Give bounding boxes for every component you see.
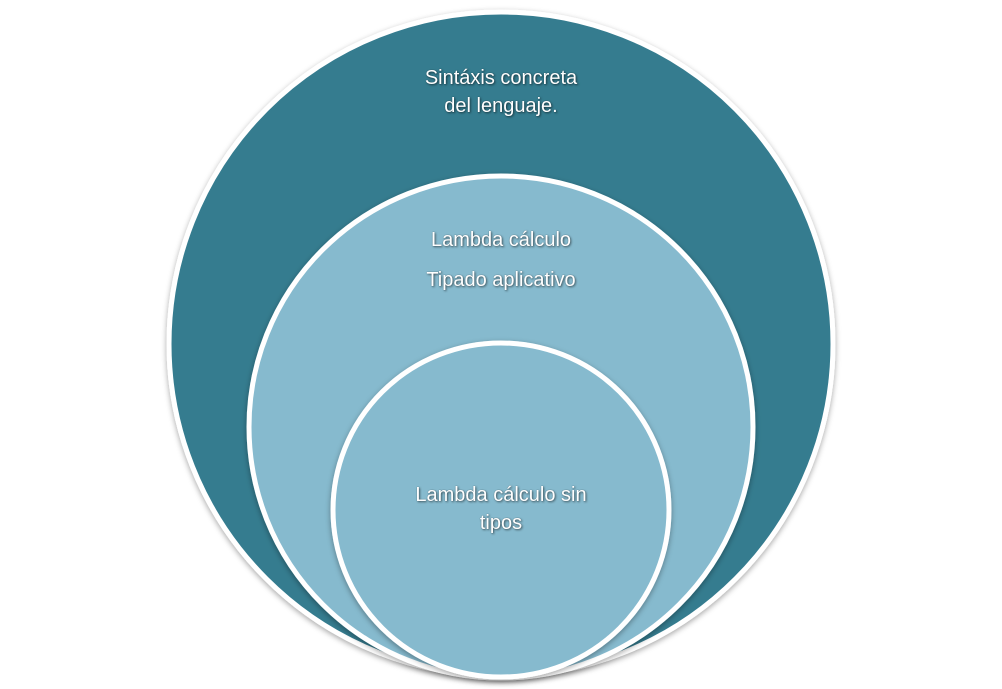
inner-label-line1: Lambda cálculo sin (415, 484, 587, 506)
outer-label-line1: Sintáxis concreta (424, 67, 578, 89)
inner-circle-label: Lambda cálculo sin tipos (366, 481, 636, 537)
inner-label-line2: tipos (479, 512, 523, 534)
middle-label-line1: Lambda cálculo (430, 229, 572, 251)
middle-label-line2: Tipado aplicativo (426, 269, 576, 291)
outer-label-line2: del lenguaje. (444, 95, 558, 117)
outer-circle-label: Sintáxis concreta del lenguaje. (376, 64, 626, 120)
inner-circle (330, 340, 672, 680)
middle-circle-label: Lambda cálculo Tipado aplicativo (366, 220, 636, 300)
